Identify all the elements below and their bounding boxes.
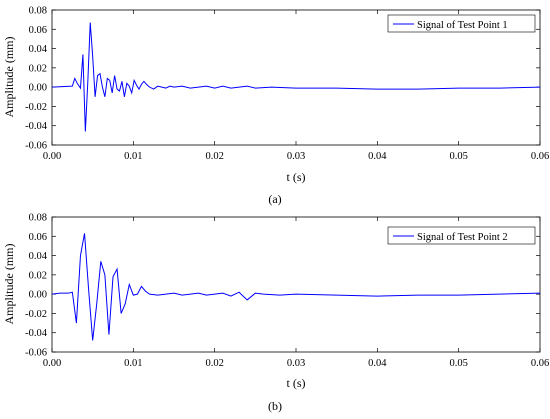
panel-caption: (b)	[268, 399, 282, 413]
y-tick-label: 0.04	[29, 251, 48, 262]
legend: Signal of Test Point 2	[387, 226, 536, 245]
x-tick-label: 0.01	[124, 151, 142, 162]
x-axis-label: t (s)	[287, 376, 306, 390]
x-tick-label: 0.04	[368, 358, 387, 369]
legend-box	[387, 14, 536, 33]
chart-panel-a: 0.08 0.06 0.04 0.02 0.00 -0.02 -0.04 -0.06 0.00…	[2, 6, 549, 207]
x-tick-label: 0.00	[43, 151, 61, 162]
series-line-test-point-2	[51, 233, 541, 341]
y-tick-label: 0.06	[29, 25, 47, 36]
legend-label: Signal of Test Point 1	[417, 20, 508, 31]
legend-label: Signal of Test Point 2	[417, 232, 508, 243]
y-tick-label: -0.02	[25, 309, 47, 320]
x-tick-label: 0.03	[287, 358, 305, 369]
x-tick-label: 0.05	[449, 151, 467, 162]
legend: Signal of Test Point 1	[387, 14, 536, 33]
x-tick-label: 0.05	[449, 358, 467, 369]
x-tick-label: 0.06	[531, 151, 549, 162]
y-tick-label: 0.00	[29, 83, 47, 94]
y-tick-label: 0.02	[29, 270, 47, 281]
series-line-test-point-1	[51, 22, 541, 132]
y-tick-label: 0.00	[29, 290, 47, 301]
y-tick-label: -0.04	[25, 328, 48, 339]
y-tick-label: 0.08	[29, 213, 47, 224]
x-tick-label: 0.04	[368, 151, 387, 162]
x-tick-label: 0.02	[205, 358, 223, 369]
x-tick-label: 0.00	[43, 358, 61, 369]
legend-box	[387, 226, 536, 245]
y-axis-label: Amplitude (mm)	[2, 37, 16, 118]
chart-panel-b: 0.08 0.06 0.04 0.02 0.00 -0.02 -0.04 -0.06 0.00…	[2, 213, 549, 414]
y-tick-label: 0.08	[29, 6, 47, 17]
y-axis-label: Amplitude (mm)	[2, 244, 16, 325]
x-tick-label: 0.03	[287, 151, 305, 162]
y-tick-label: -0.06	[25, 348, 47, 359]
y-tick-label: -0.06	[25, 141, 47, 152]
y-tick-label: 0.06	[29, 232, 47, 243]
y-tick-label: -0.04	[25, 121, 48, 132]
y-tick-label: -0.02	[25, 102, 47, 113]
panel-caption: (a)	[268, 192, 281, 206]
y-tick-label: 0.04	[29, 44, 48, 55]
x-axis-label: t (s)	[287, 170, 306, 184]
x-tick-label: 0.06	[531, 358, 549, 369]
x-tick-label: 0.01	[124, 358, 142, 369]
y-tick-label: 0.02	[29, 63, 47, 74]
x-tick-label: 0.02	[205, 151, 223, 162]
